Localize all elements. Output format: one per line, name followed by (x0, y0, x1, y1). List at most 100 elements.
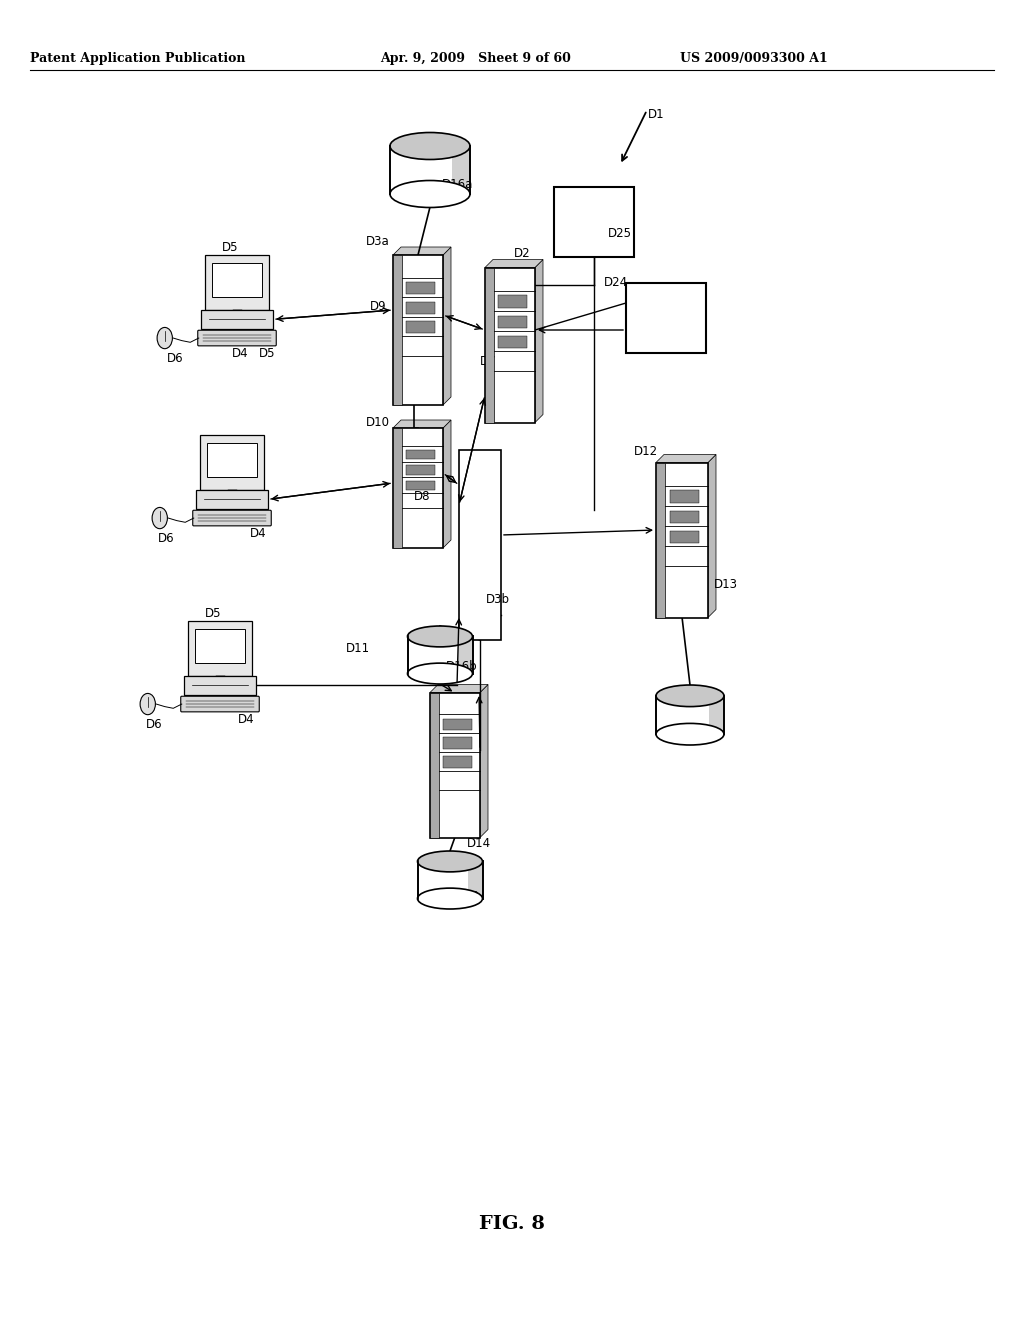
Bar (626, 282, 706, 352)
Text: D10: D10 (366, 416, 390, 429)
Text: D25: D25 (608, 227, 632, 240)
Bar (195, 630, 245, 663)
Bar (407, 450, 435, 459)
Polygon shape (535, 260, 543, 422)
Bar (670, 531, 699, 543)
Bar (407, 480, 435, 491)
Ellipse shape (157, 327, 172, 348)
Text: D2: D2 (514, 247, 530, 260)
Text: D4: D4 (250, 527, 266, 540)
Bar (453, 147, 470, 194)
Bar (407, 321, 435, 333)
Text: Patent Application Publication: Patent Application Publication (30, 51, 246, 65)
Polygon shape (443, 420, 451, 548)
FancyBboxPatch shape (193, 511, 271, 525)
Bar (205, 255, 269, 310)
Ellipse shape (418, 888, 482, 909)
Text: D9: D9 (370, 300, 387, 313)
Bar (212, 263, 262, 297)
Bar (443, 756, 472, 768)
Bar (184, 676, 256, 694)
Polygon shape (393, 247, 451, 255)
Text: D7: D7 (480, 355, 497, 368)
Bar (196, 490, 268, 508)
Bar (430, 693, 439, 837)
Text: D15: D15 (696, 727, 720, 741)
Bar (554, 187, 634, 257)
Bar (407, 282, 435, 294)
Bar (393, 428, 443, 548)
Ellipse shape (390, 181, 470, 207)
Bar (656, 462, 666, 618)
Bar (498, 335, 526, 348)
Polygon shape (430, 685, 488, 693)
Text: D11: D11 (346, 642, 370, 655)
Text: Apr. 9, 2009   Sheet 9 of 60: Apr. 9, 2009 Sheet 9 of 60 (380, 51, 570, 65)
Bar (418, 862, 482, 899)
Text: D16b: D16b (446, 660, 477, 673)
Bar (459, 450, 501, 640)
Text: D5: D5 (205, 607, 221, 620)
Text: D16a: D16a (442, 178, 473, 191)
Ellipse shape (656, 723, 724, 744)
Bar (407, 301, 435, 314)
Polygon shape (708, 454, 716, 618)
Ellipse shape (408, 663, 472, 684)
Bar (393, 255, 443, 405)
Bar (670, 511, 699, 523)
Polygon shape (393, 420, 451, 428)
Text: D24: D24 (604, 276, 628, 289)
FancyBboxPatch shape (181, 696, 259, 711)
Text: D6: D6 (145, 718, 163, 731)
Text: D8: D8 (414, 490, 430, 503)
Text: D14: D14 (467, 837, 492, 850)
Bar (188, 620, 252, 676)
Bar (656, 462, 708, 618)
Text: D1: D1 (648, 108, 665, 121)
Bar (498, 315, 526, 327)
Polygon shape (656, 454, 716, 462)
Text: D5: D5 (259, 347, 275, 360)
Bar (656, 696, 724, 734)
Text: D3b: D3b (486, 593, 510, 606)
FancyBboxPatch shape (198, 330, 276, 346)
Bar (390, 147, 470, 194)
Text: D5: D5 (222, 240, 239, 253)
Bar (468, 862, 482, 899)
Bar (207, 444, 257, 478)
Ellipse shape (656, 685, 724, 706)
Bar (201, 310, 273, 329)
Bar (670, 491, 699, 503)
Ellipse shape (418, 851, 482, 873)
Bar (485, 268, 535, 422)
Bar (458, 636, 472, 673)
Bar (393, 255, 402, 405)
Text: D20: D20 (456, 890, 480, 903)
Text: D13: D13 (714, 578, 738, 591)
Text: D3a: D3a (366, 235, 390, 248)
Bar (408, 636, 472, 673)
Bar (443, 718, 472, 730)
Bar (430, 693, 480, 837)
Ellipse shape (140, 693, 156, 714)
Ellipse shape (408, 626, 472, 647)
Text: D4: D4 (238, 713, 255, 726)
Bar (443, 738, 472, 748)
Ellipse shape (390, 132, 470, 160)
Polygon shape (485, 260, 543, 268)
Text: US 2009/0093300 A1: US 2009/0093300 A1 (680, 51, 827, 65)
Text: D12: D12 (634, 445, 658, 458)
Bar (200, 434, 264, 490)
Bar (393, 428, 402, 548)
Bar (485, 268, 494, 422)
Ellipse shape (153, 507, 167, 529)
Polygon shape (480, 685, 488, 837)
Text: D6: D6 (167, 352, 183, 366)
Text: D6: D6 (158, 532, 174, 545)
Bar (709, 696, 724, 734)
Polygon shape (443, 247, 451, 405)
Bar (498, 296, 526, 308)
Text: D4: D4 (232, 347, 249, 360)
Bar (407, 465, 435, 475)
Text: FIG. 8: FIG. 8 (479, 1214, 545, 1233)
